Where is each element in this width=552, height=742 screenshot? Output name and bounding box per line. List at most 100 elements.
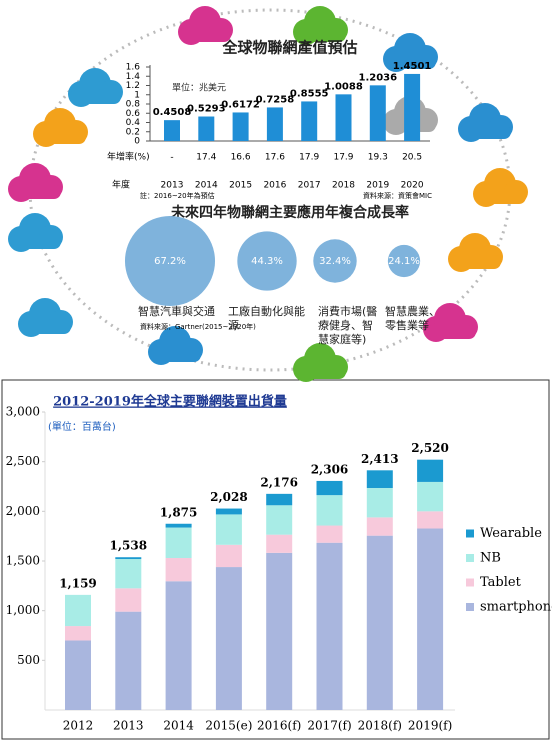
bar-segment [366,517,393,536]
cloud [294,28,346,42]
bar-segment [215,514,242,545]
y-tick-label: 0.2 [126,127,140,137]
chart-subtitle: 單位：兆美元 [172,82,226,94]
value-label: 0.5293 [187,104,226,115]
cloud [9,185,61,199]
y-tick-label: 0.8 [126,100,141,110]
bar-segment [65,640,91,710]
category-label: 工廠自動化與能源 [228,305,305,332]
y-tick-label: 3,000 [6,405,40,419]
legend-swatch [466,554,474,562]
cloud [69,90,121,104]
cloud [9,235,61,249]
bar-segment [417,528,444,710]
bar [164,120,180,141]
growth-value: 16.6 [231,153,251,163]
chart-title: 2012-2019年全球主要聯網裝置出貨量 [53,394,287,410]
value-label: 0.4508 [153,107,192,118]
cloud [474,190,526,204]
value-label: 0.8555 [290,88,329,99]
bar-segment [165,558,192,582]
bar [232,112,249,141]
x-tick-label: 2020 [401,181,424,191]
y-tick-label: 0.6 [126,109,141,119]
total-label: 1,538 [110,539,148,553]
total-label: 2,176 [260,475,298,489]
x-tick-label: 2019(f) [408,719,452,733]
y-tick-label: 1.4 [126,72,141,82]
cloud [459,125,511,139]
x-tick-label: 2018 [332,181,355,191]
value-label: 0.6172 [221,99,260,110]
growth-value: 17.9 [299,153,319,163]
value-label: 24.1% [388,256,420,267]
category-label: 智慧農業、零售業等 [385,305,440,332]
x-tick-label: 2016(f) [257,719,301,733]
growth-value: 17.9 [333,153,353,163]
source: 資料來源：資策會MIC [363,191,432,200]
bar [198,116,215,141]
x-tick-label: 2012 [63,719,94,733]
bar-segment [417,481,444,512]
bar-segment [65,626,91,641]
bar [335,94,352,141]
y-tick-label: 2,500 [6,454,40,468]
legend-swatch [466,578,474,587]
bar [369,85,386,141]
bar-segment [115,557,142,560]
bar-segment [215,544,242,568]
note: 註：2016~20年為預估 [140,191,215,200]
growth-value: - [170,153,173,163]
value-label: 1.2036 [359,72,398,83]
legend-swatch [466,603,474,611]
category-label: 消費市場(醫療健身、智慧家庭等) [318,305,378,346]
x-tick-label: 2014 [195,181,218,191]
value-label: 67.2% [154,256,186,267]
total-label: 1,159 [59,576,97,590]
y-tick-label: 1,500 [6,554,40,568]
bar-segment [266,552,293,710]
legend-label: Tablet [480,575,522,590]
y-tick-label: 2,000 [6,504,40,518]
bar-segment [366,535,393,710]
y-tick-label: 500 [17,653,40,667]
y-tick-label: 1 [134,90,140,100]
total-label: 2,520 [411,441,449,455]
bar-segment [115,611,142,710]
growth-value: 17.6 [265,153,285,163]
cloud [294,365,346,379]
y-tick-label: 1,000 [6,603,40,617]
bar-segment [366,487,393,518]
x-tick-label: 2019 [366,181,389,191]
bar-segment [165,581,192,710]
value-label: 0.7258 [256,94,295,105]
bar-segment [417,511,444,529]
x-tick-label: 2013 [161,181,184,191]
value-label: 44.3% [251,256,283,267]
cloud [19,320,71,334]
growth-value: 19.3 [368,153,388,163]
bar-segment [266,534,293,553]
bar [301,101,318,141]
chart-subtitle: (單位：百萬台) [48,420,116,433]
legend-label: NB [480,551,501,566]
total-label: 2,413 [361,452,399,466]
bubble [313,239,357,283]
bar-segment [316,525,343,543]
y-tick-label: 0 [134,137,140,147]
x-tick-label: 2015 [229,181,252,191]
bar-segment [65,594,91,627]
bubble [124,215,216,307]
bar-segment [316,495,343,526]
bar-segment [215,567,242,710]
bar-segment [266,493,293,506]
source: 資料來源：Gartner(2015~2020年) [140,322,256,331]
value-label: 1.4501 [393,61,432,72]
growth-value: 20.5 [402,153,422,163]
bar-segment [215,508,242,515]
x-tick-label: 2013 [113,719,144,733]
growth-value: 17.4 [196,153,216,163]
y-tick-label: 1.2 [126,81,140,91]
